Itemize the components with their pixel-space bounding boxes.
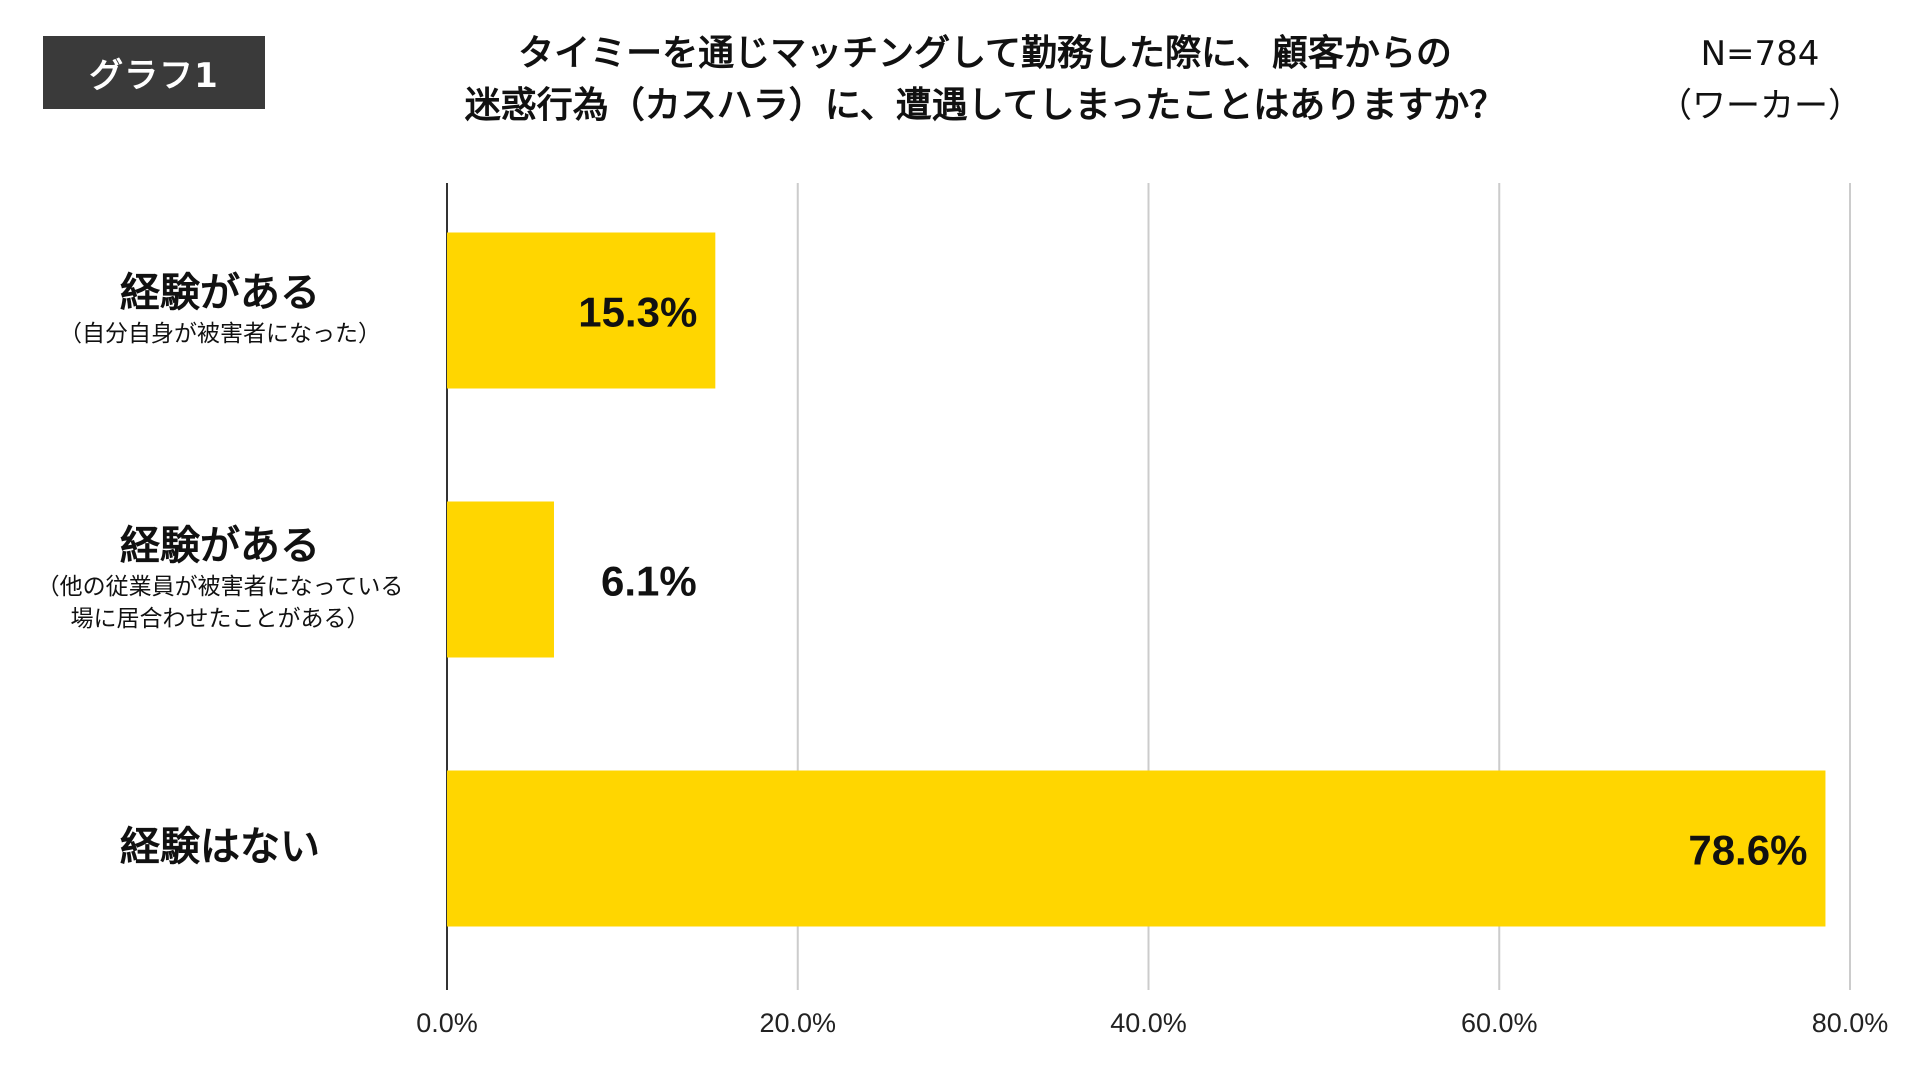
category-label: 経験がある （自分自身が被害者になった） (0, 268, 440, 350)
category-main-label: 経験がある (120, 269, 320, 316)
data-label: 15.3% (578, 289, 697, 336)
bar (447, 232, 716, 389)
category-sub-label: （自分自身が被害者になった） (59, 320, 381, 347)
sample-group: （ワーカー） (1658, 86, 1862, 126)
x-tick-label: 60.0% (1461, 1008, 1538, 1038)
bar (447, 770, 1826, 927)
category-main-label: 経験がある (120, 522, 320, 569)
category-sub-label: 場に居合わせたことがある） (70, 605, 370, 632)
graph-badge: グラフ1 (43, 36, 265, 109)
x-tick-label: 0.0% (416, 1008, 478, 1038)
bar (447, 501, 554, 658)
sample-info: N=784 （ワーカー） (1640, 28, 1880, 132)
category-label: 経験がある （他の従業員が被害者になっている 場に居合わせたことがある） (0, 521, 440, 635)
chart-title: タイミーを通じマッチングして勤務した際に、顧客からの 迷惑行為（カスハラ）に、遭… (420, 28, 1550, 132)
category-main-label: 経験はない (120, 823, 320, 870)
title-line-1: タイミーを通じマッチングして勤務した際に、顧客からの (518, 33, 1452, 74)
x-tick-label: 40.0% (1110, 1008, 1187, 1038)
title-line-2: 迷惑行為（カスハラ）に、遭遇してしまったことはありますか？ (464, 85, 1506, 126)
category-sub-label: （他の従業員が被害者になっている (36, 573, 404, 600)
data-label: 78.6% (1688, 827, 1807, 874)
x-tick-label: 20.0% (759, 1008, 836, 1038)
data-label: 6.1% (601, 558, 697, 605)
x-tick-label: 80.0% (1812, 1008, 1889, 1038)
sample-size: N=784 (1700, 34, 1820, 74)
category-label: 経験はない (0, 822, 440, 872)
